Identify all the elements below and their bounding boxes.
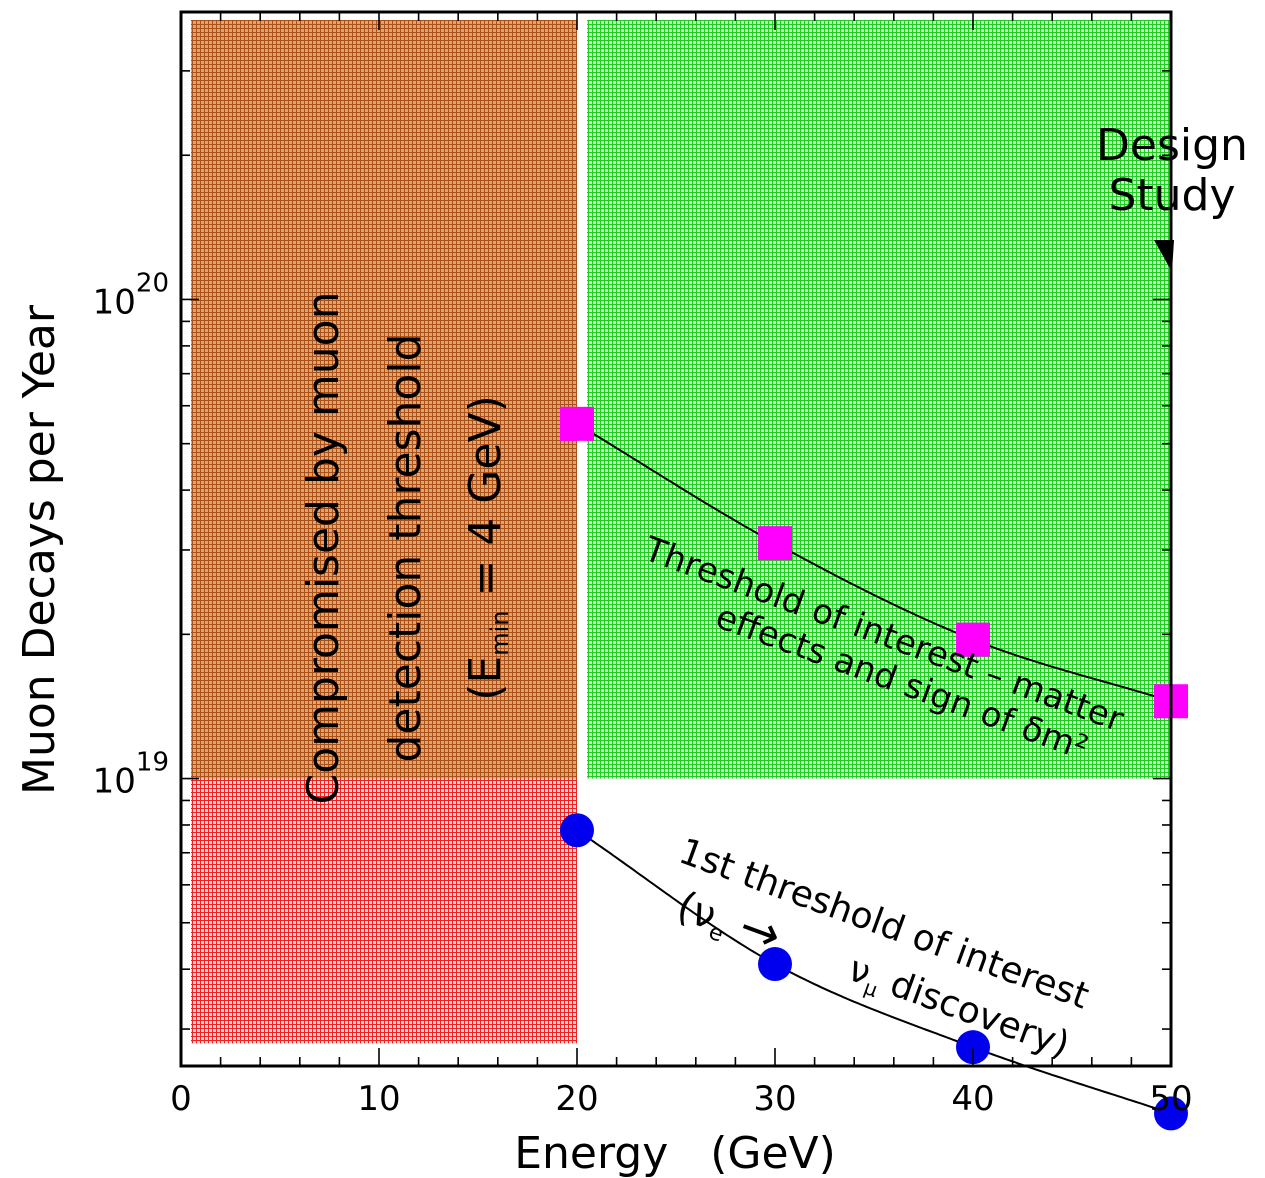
region-matter-effects bbox=[587, 20, 1171, 779]
y-axis-title: Muon Decays per Year bbox=[14, 304, 65, 795]
x-tick-label: 30 bbox=[753, 1079, 796, 1119]
square-marker bbox=[758, 526, 792, 561]
y-tick-labels: 1019 1020 bbox=[93, 268, 169, 801]
region-overlap-compromised bbox=[191, 20, 577, 779]
series-circles bbox=[560, 813, 1188, 1131]
design-study-label-line2: Study bbox=[1108, 170, 1235, 221]
x-tick-label: 20 bbox=[555, 1079, 598, 1119]
emin-label: (Emin = 4 GeV) bbox=[460, 395, 514, 701]
region-low-intensity-compromised bbox=[191, 778, 577, 1044]
circle-marker bbox=[956, 1030, 990, 1065]
square-marker bbox=[956, 622, 990, 657]
y-tick-label: 1019 bbox=[93, 748, 169, 802]
x-tick-label: 0 bbox=[170, 1079, 192, 1119]
axis-ticks bbox=[180, 12, 1172, 1066]
circle-marker bbox=[560, 813, 594, 848]
square-marker bbox=[560, 406, 594, 441]
series-squares-curve bbox=[576, 422, 1172, 703]
compromised-label-line1: Compromised by muon bbox=[298, 292, 349, 805]
design-study-arrow-icon bbox=[1154, 240, 1174, 272]
x-axis-title: Energy (GeV) bbox=[514, 1128, 836, 1178]
compromised-label-line2: detection threshold bbox=[380, 334, 431, 763]
circle-marker bbox=[1154, 1096, 1188, 1131]
shaded-regions bbox=[191, 20, 1171, 1044]
plot-frame bbox=[179, 10, 1173, 1068]
series-circles-curve bbox=[576, 829, 1172, 1115]
design-study-label-line1: Design bbox=[1096, 120, 1248, 171]
series-squares bbox=[560, 406, 1188, 719]
circle-marker bbox=[758, 947, 792, 982]
y-tick-label: 1020 bbox=[93, 268, 169, 322]
x-tick-label: 10 bbox=[357, 1079, 400, 1119]
x-tick-label: 50 bbox=[1149, 1079, 1192, 1119]
x-tick-label: 40 bbox=[951, 1079, 994, 1119]
x-tick-labels: 0 10 20 30 40 50 bbox=[170, 1079, 1192, 1119]
